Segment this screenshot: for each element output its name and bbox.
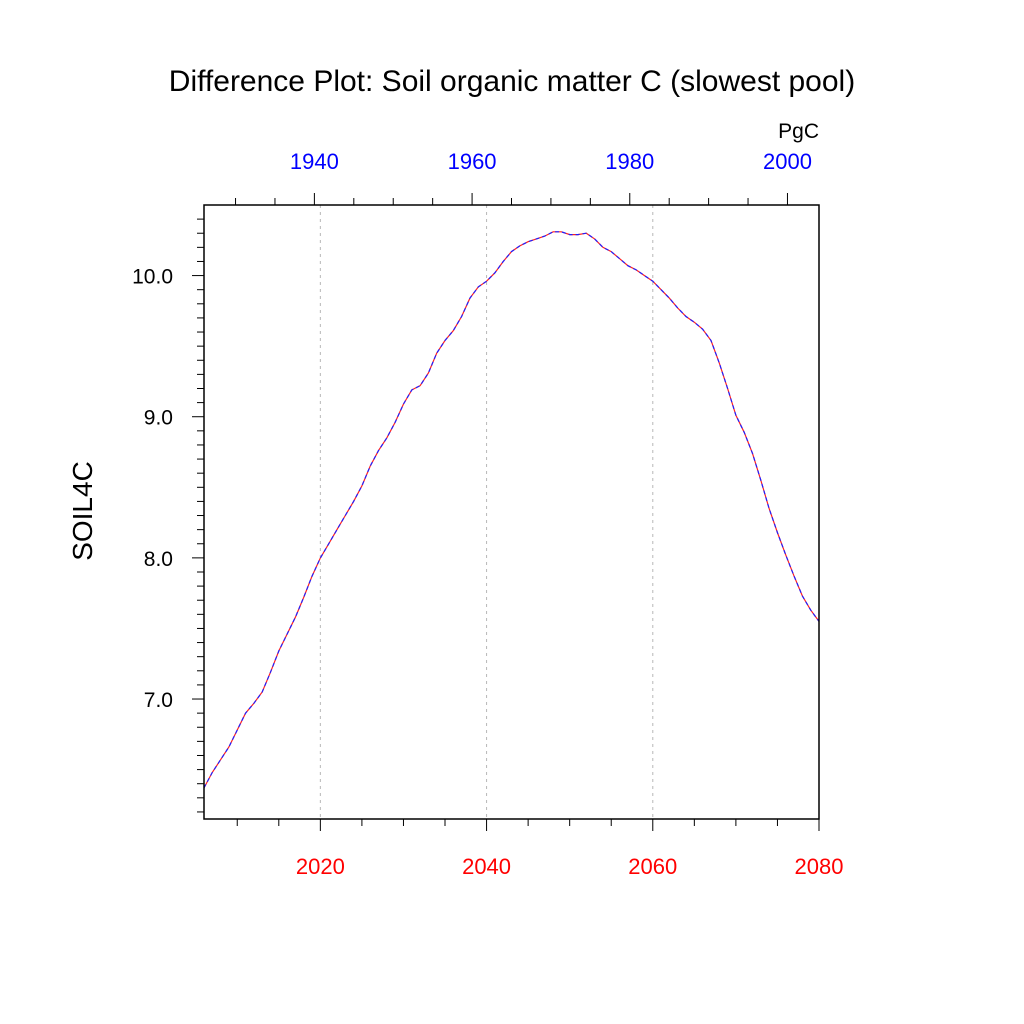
grid-lines (319, 205, 654, 819)
y-tick-label: 10.0 (132, 266, 173, 289)
plot-frame (203, 204, 820, 820)
x-top-tick-label: 1940 (290, 149, 339, 174)
tick-labels: 2020 2040 2060 2080 1940 1960 1980 2000 7.0 8.0 9.… (132, 149, 843, 879)
units-label: PgC (778, 120, 819, 143)
x-bottom-tick-label: 2080 (795, 854, 844, 879)
x-bottom-tick-label: 2040 (462, 854, 511, 879)
y-tick-label: 8.0 (144, 548, 173, 571)
x-bottom-tick-label: 2060 (628, 854, 677, 879)
series-line-red (203, 231, 820, 789)
x-bottom-tick-label: 2020 (296, 854, 345, 879)
tick-marks (192, 193, 820, 831)
chart-title: Difference Plot: Soil organic matter C (… (169, 65, 855, 98)
x-top-tick-label: 2000 (763, 149, 812, 174)
y-tick-label: 7.0 (144, 689, 173, 712)
y-tick-label: 9.0 (144, 407, 173, 430)
series-line-blue-dashed (203, 231, 820, 789)
x-top-tick-label: 1980 (605, 149, 654, 174)
y-axis-label: SOIL4C (67, 461, 98, 561)
series-group (203, 231, 820, 789)
x-top-tick-label: 1960 (448, 149, 497, 174)
